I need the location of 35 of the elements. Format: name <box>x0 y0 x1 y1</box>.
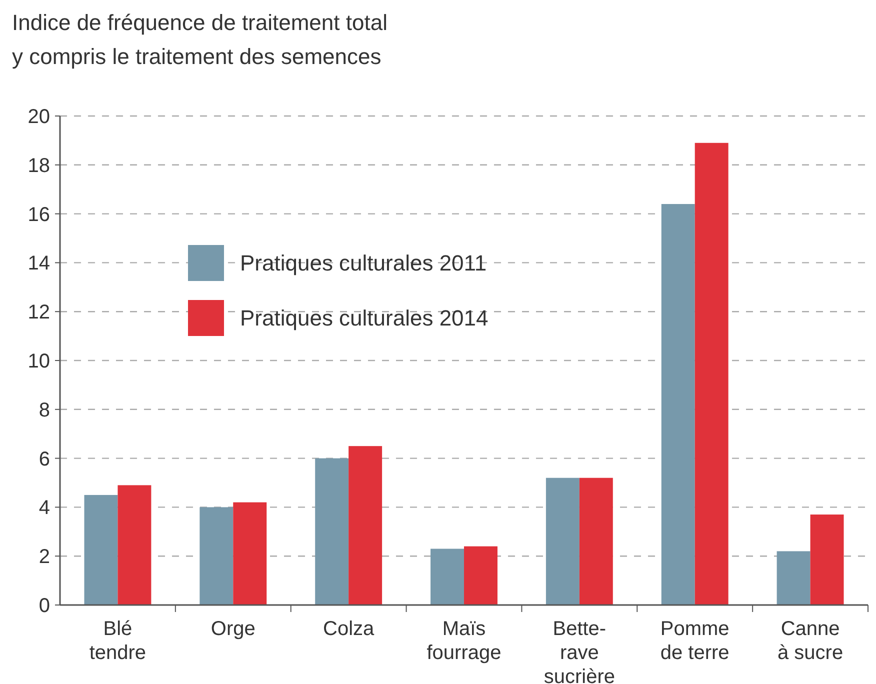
x-tick-label: Orge <box>210 618 256 640</box>
bar <box>464 546 498 605</box>
bar <box>348 446 382 605</box>
bar <box>233 502 267 605</box>
x-tick-label: Pomme de terre <box>660 618 730 664</box>
y-tick-label: 16 <box>28 204 50 226</box>
legend-label: Pratiques culturales 2011 <box>240 250 487 276</box>
bar <box>661 204 695 605</box>
bar <box>84 494 118 605</box>
y-tick-label: 6 <box>38 448 50 470</box>
bar <box>694 142 728 605</box>
y-tick-label: 14 <box>28 252 50 275</box>
y-tick-label: 8 <box>38 399 50 422</box>
chart-title: Indice de fréquence de traitement total y compris le traitement des semences <box>12 10 388 69</box>
bar <box>430 548 464 605</box>
x-tick-label: Bette- rave sucrière <box>544 618 615 684</box>
bar <box>810 514 844 605</box>
bar <box>579 478 613 605</box>
y-tick-label: 12 <box>28 302 50 324</box>
bar <box>546 478 580 605</box>
y-tick-label: 18 <box>28 154 50 177</box>
y-tick-label: 20 <box>28 106 50 128</box>
x-tick-label: Canne à sucre <box>777 618 844 664</box>
x-tick-label: Blé tendre <box>89 618 146 664</box>
x-tick-label: Maïs fourrage <box>426 618 502 664</box>
y-tick-label: 10 <box>28 350 50 372</box>
y-tick-label: 0 <box>38 595 50 617</box>
legend-label: Pratiques culturales 2014 <box>240 306 488 331</box>
y-tick-label: 2 <box>38 546 50 568</box>
bar <box>118 485 152 605</box>
y-tick-label: 4 <box>38 497 50 520</box>
bar <box>315 458 349 605</box>
x-tick-label: Colza <box>323 618 376 640</box>
bar <box>776 551 810 605</box>
bar <box>200 507 234 605</box>
